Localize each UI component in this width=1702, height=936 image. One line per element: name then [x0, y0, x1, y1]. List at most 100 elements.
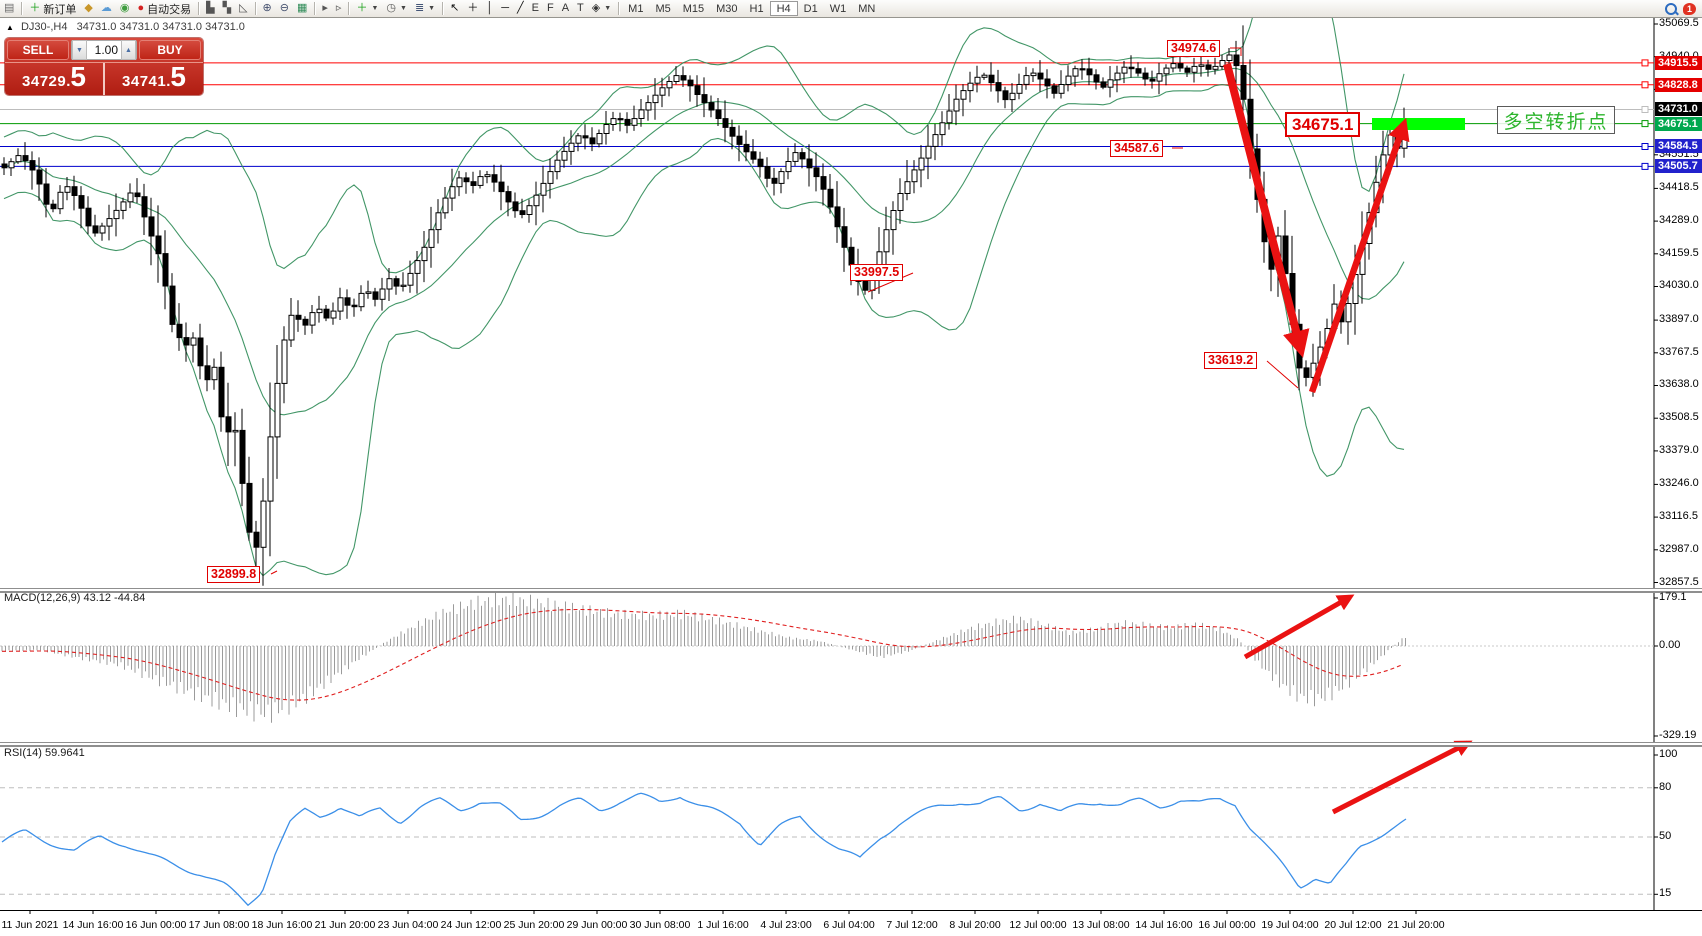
toolbar-separator [348, 2, 350, 15]
crash-arrow[interactable] [1223, 62, 1310, 358]
buy-button[interactable]: BUY [139, 40, 201, 60]
chart-window-icon[interactable]: ▤ [0, 1, 18, 16]
new-order-button[interactable]: ＋新订单 [29, 2, 77, 16]
volume-decrease-button[interactable]: ▼ [72, 40, 87, 60]
timeframe-m15[interactable]: M15 [682, 2, 705, 15]
time-tick-label: 14 Jul 16:00 [1135, 919, 1193, 931]
time-tick-label: 6 Jul 04:00 [823, 919, 875, 931]
price-tick: 34030.0 [1659, 279, 1699, 291]
time-tick-label: 30 Jun 08:00 [629, 919, 691, 931]
timeframe-mn[interactable]: MN [858, 2, 876, 15]
price-tag-34974.6[interactable]: 34974.6 [1167, 40, 1221, 57]
cursor-tool[interactable]: ↖ [446, 1, 463, 16]
line-chart-icon[interactable]: ◺ [235, 1, 251, 16]
add-indicator-button[interactable]: ＋ ▼ [356, 2, 379, 14]
volume-increase-button[interactable]: ▲ [121, 40, 136, 60]
toolbar-separator [618, 2, 620, 15]
toolbar-separator [442, 2, 444, 15]
price-tag-32899.8[interactable]: 32899.8 [207, 566, 261, 583]
chart-shift-icon[interactable]: ▹ [332, 1, 346, 16]
price-tick: 33508.5 [1659, 411, 1699, 423]
rebound-arrow[interactable] [1308, 117, 1410, 394]
timeframe-d1[interactable]: D1 [803, 2, 818, 15]
vertical-line-tool-glyph: │ [486, 2, 494, 14]
price-level-badge: 34828.8 [1655, 78, 1702, 92]
sell-price[interactable]: 34729. 5 [22, 61, 86, 92]
vertical-line-tool[interactable]: │ [482, 1, 497, 16]
buy-price[interactable]: 34741. 5 [122, 61, 186, 92]
chart-shift-icon-glyph: ▹ [335, 2, 342, 14]
rsi-label: RSI(14) 59.9641 [4, 747, 85, 759]
volume-stepper[interactable]: ▼ 1.00 ▲ [71, 40, 137, 60]
time-tick-label: 18 Jun 16:00 [251, 919, 313, 931]
trendline-tool[interactable]: ╱ [513, 1, 528, 16]
macd-label: MACD(12,26,9) 43.12 -44.84 [4, 592, 146, 604]
trendline-tool-glyph: ╱ [516, 2, 524, 14]
turning-zone-highlight[interactable] [1372, 118, 1465, 130]
period-menu-button[interactable]: ◷ ▼ [386, 2, 407, 14]
scroll-to-end-icon[interactable]: ▸ [318, 1, 332, 16]
auto-trading-button[interactable]: ● 自动交易 [137, 2, 192, 16]
zoom-in-icon[interactable]: ⊕ [259, 1, 276, 16]
price-tag-34587.6[interactable]: 34587.6 [1110, 140, 1164, 157]
timeframe-m1[interactable]: M1 [628, 2, 644, 15]
cloud-icon[interactable]: ☁ [97, 1, 116, 16]
text-label-tool[interactable]: T [573, 1, 588, 16]
tile-windows-icon[interactable]: ▦ [293, 1, 311, 16]
volume-value[interactable]: 1.00 [94, 43, 118, 57]
price-level-badge: 34505.7 [1655, 159, 1702, 173]
time-tick-label: 21 Jun 20:00 [314, 919, 376, 931]
time-tick-label: 8 Jul 20:00 [949, 919, 1001, 931]
timeframe-h1[interactable]: H1 [749, 2, 764, 15]
styler-icon[interactable]: ◆ [80, 1, 96, 16]
candlestick-chart-icon[interactable]: ▚ [219, 1, 235, 16]
toolbar-separator [198, 2, 200, 15]
line-chart-icon-glyph: ◺ [239, 2, 248, 14]
horizontal-line-tool[interactable]: ─ [497, 1, 513, 16]
price-level-badge: 34731.0 [1655, 102, 1702, 116]
zoom-out-icon-glyph: ⊖ [279, 2, 289, 14]
price-tag-33619.2[interactable]: 33619.2 [1204, 352, 1258, 369]
scroll-to-end-icon-glyph: ▸ [322, 2, 328, 14]
collapse-triangle-icon[interactable]: ▲ [6, 23, 14, 32]
toolbar-separator [254, 2, 256, 15]
time-tick-label: 12 Jul 00:00 [1009, 919, 1067, 931]
arrows-tool[interactable]: ◈ ▼ [591, 2, 612, 14]
time-tick-label: 11 Jun 2021 [1, 919, 59, 931]
price-tag-33997.5[interactable]: 33997.5 [850, 264, 904, 281]
time-tick-label: 16 Jul 00:00 [1198, 919, 1256, 931]
signal-icon[interactable]: ◉ [116, 1, 134, 16]
time-tick-label: 13 Jul 08:00 [1072, 919, 1130, 931]
zoom-out-icon[interactable]: ⊖ [276, 1, 293, 16]
sell-button[interactable]: SELL [7, 40, 69, 60]
fibonacci-tool-glyph: F [546, 2, 554, 14]
crosshair-tool[interactable]: ＋ [463, 1, 482, 16]
macd-pane-separator[interactable] [0, 588, 1702, 591]
timeframe-m5[interactable]: M5 [655, 2, 671, 15]
bar-chart-icon[interactable]: ▙ [202, 1, 218, 16]
timeframe-m30[interactable]: M30 [716, 2, 738, 15]
text-tool[interactable]: A [558, 1, 573, 16]
rsi-pane-separator[interactable] [0, 742, 1702, 745]
timeframe-toolbar: M1 M5 M15 M30 H1 H4 D1 W1 MN [622, 0, 881, 17]
zoom-in-icon-glyph: ⊕ [262, 2, 272, 14]
equidistant-channel-tool[interactable]: E [528, 1, 543, 16]
price-tick: 34159.5 [1659, 247, 1699, 259]
time-tick-label: 7 Jul 12:00 [886, 919, 938, 931]
price-tick: 34418.5 [1659, 181, 1699, 193]
timeframe-h4[interactable]: H4 [769, 1, 798, 16]
price-tick: 34289.0 [1659, 214, 1699, 226]
timeframe-w1[interactable]: W1 [829, 2, 847, 15]
fibonacci-tool[interactable]: F [543, 1, 558, 16]
search-icon[interactable] [1665, 2, 1677, 15]
turning-point-annotation[interactable]: 多空转折点 [1497, 106, 1615, 134]
price-tick: 32857.5 [1659, 576, 1699, 588]
notification-chat-icon[interactable]: 1 [1683, 2, 1696, 15]
text-tool-glyph: A [561, 2, 570, 14]
time-tick-label: 16 Jun 00:00 [125, 919, 187, 931]
price-tag-34675.1[interactable]: 34675.1 [1285, 112, 1361, 137]
rsi-up-arrow[interactable] [1331, 740, 1473, 815]
macd-up-arrow[interactable] [1243, 594, 1355, 660]
template-menu-button[interactable]: ≣ ▼ [414, 2, 436, 14]
